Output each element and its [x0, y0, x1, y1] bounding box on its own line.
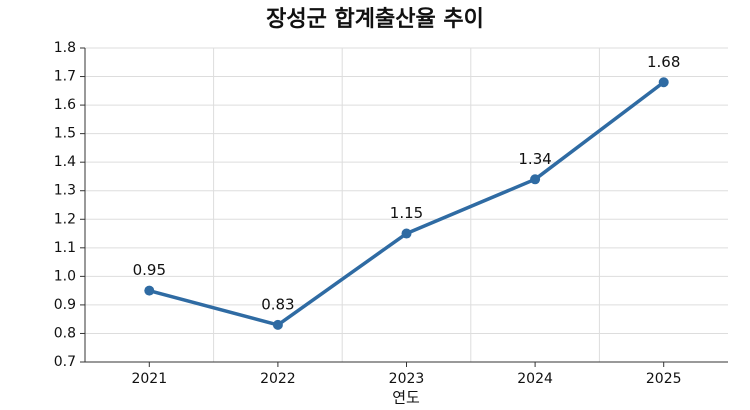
point	[144, 285, 155, 296]
x-tick-label: 2024	[517, 371, 553, 387]
y-tick-label: 1.4	[54, 154, 76, 170]
point	[530, 174, 541, 185]
data-label: 1.34	[518, 150, 551, 168]
y-tick-label: 1.8	[54, 40, 76, 56]
point	[401, 228, 412, 239]
x-axis-label: 연도	[392, 389, 420, 407]
x-tick-label: 2023	[389, 371, 425, 387]
x-tick-label: 2022	[260, 371, 296, 387]
y-tick-label: 1.0	[54, 268, 76, 284]
data-label: 1.68	[647, 53, 680, 71]
y-tick-label: 1.3	[54, 183, 76, 199]
y-tick-label: 1.7	[54, 69, 76, 85]
data-label: 0.95	[133, 261, 166, 279]
point	[272, 319, 283, 330]
y-tick-label: 1.6	[54, 97, 76, 113]
y-tick-label: 1.2	[54, 211, 76, 227]
y-tick-label: 0.7	[54, 354, 76, 370]
x-tick-label: 2021	[131, 371, 167, 387]
x-tick-label: 2025	[646, 371, 682, 387]
data-label: 1.15	[390, 204, 423, 222]
y-tick-label: 1.5	[54, 126, 76, 142]
y-tick-label: 0.9	[54, 297, 76, 313]
y-tick-label: 1.1	[54, 240, 76, 256]
point	[658, 77, 669, 88]
y-tick-label: 0.8	[54, 325, 76, 341]
chart-title: 장성군 합계출산율 추이	[266, 6, 484, 32]
data-label: 0.83	[261, 295, 294, 313]
